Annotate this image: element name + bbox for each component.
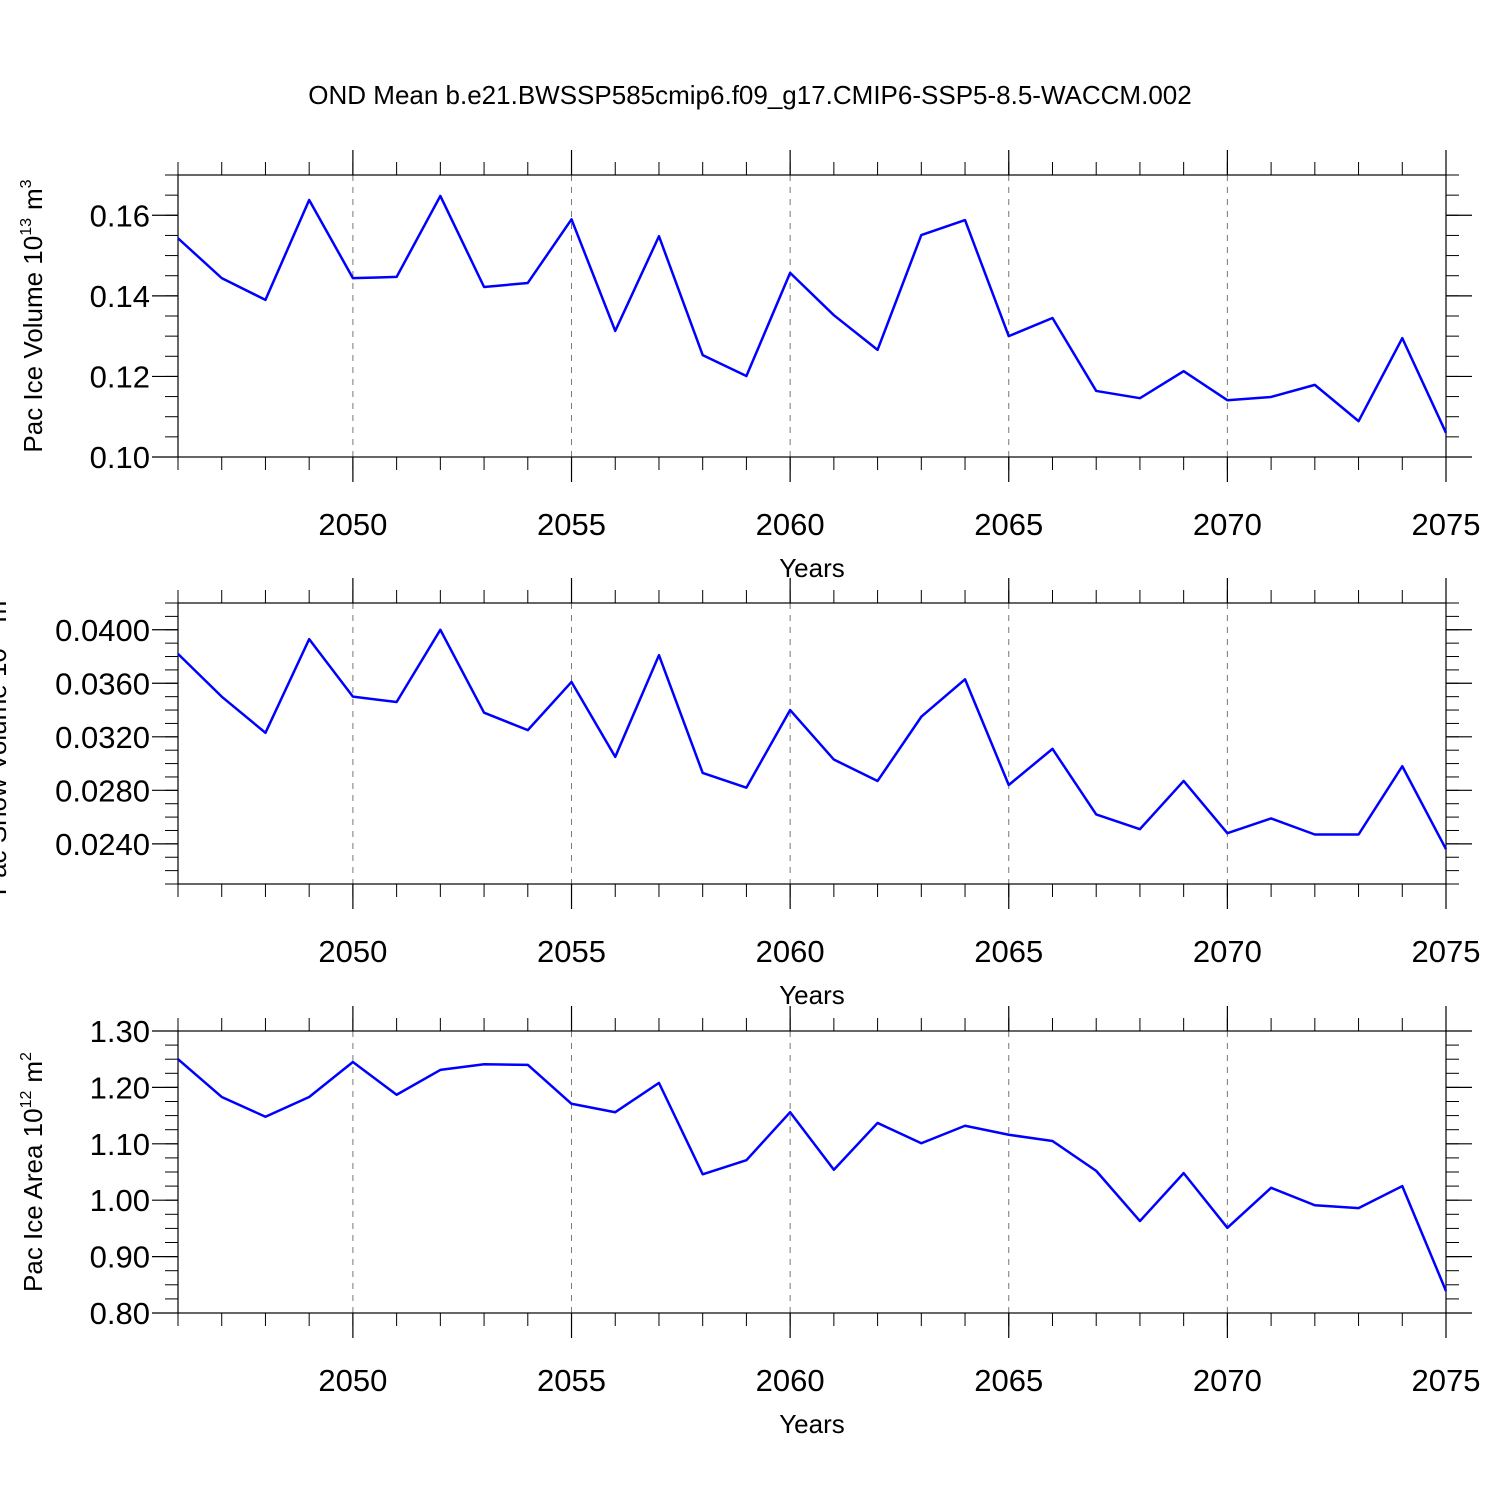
y-tick-label: 0.12 xyxy=(90,359,150,394)
y-tick-label: 1.10 xyxy=(90,1127,150,1162)
x-tick-label: 2060 xyxy=(756,1363,825,1398)
figure-title: OND Mean b.e21.BWSSP585cmip6.f09_g17.CMI… xyxy=(308,80,1191,110)
y-label-exponent: 12 xyxy=(18,1091,35,1109)
x-tick-label: 2070 xyxy=(1193,934,1262,969)
x-tick-label: 2075 xyxy=(1412,1363,1481,1398)
x-tick-label: 2075 xyxy=(1412,507,1481,542)
y-tick-label: 0.14 xyxy=(90,279,150,314)
data-line xyxy=(177,194,1448,434)
y-label-unit-exponent: 3 xyxy=(18,179,35,188)
y-axis-label: Pac Ice Volume 1013 m3 xyxy=(18,179,48,452)
y-tick-label: 1.20 xyxy=(90,1070,150,1105)
plot-frame xyxy=(177,602,1447,885)
y-label-unit-exponent: 2 xyxy=(18,1052,35,1061)
x-tick-label: 2050 xyxy=(318,507,387,542)
y-axis-label: Pac Ice Area 1012 m2 xyxy=(18,1052,48,1292)
x-tick-label: 2070 xyxy=(1193,507,1262,542)
y-label-exponent: 13 xyxy=(18,218,35,236)
x-tick-label: 2055 xyxy=(537,507,606,542)
y-tick-label: 0.80 xyxy=(90,1296,150,1331)
data-line xyxy=(177,628,1448,850)
y-label-text: Pac Snow Volume 10 xyxy=(0,648,12,895)
x-tick-label: 2070 xyxy=(1193,1363,1262,1398)
x-axis-label: Years xyxy=(779,1409,845,1439)
y-tick-label: 0.0400 xyxy=(55,613,150,648)
y-tick-label: 0.10 xyxy=(90,440,150,475)
y-axis-label: Pac Snow Volume 1013m3 xyxy=(0,592,12,896)
x-tick-label: 2065 xyxy=(974,1363,1043,1398)
x-axis-label: Years xyxy=(779,980,845,1010)
y-label-unit: m xyxy=(18,188,48,210)
x-tick-label: 2060 xyxy=(756,507,825,542)
y-tick-label: 1.00 xyxy=(90,1183,150,1218)
x-tick-label: 2075 xyxy=(1412,934,1481,969)
y-tick-label: 0.0360 xyxy=(55,666,150,701)
y-label-text: Pac Ice Area 10 xyxy=(18,1108,48,1292)
x-tick-label: 2065 xyxy=(974,507,1043,542)
y-tick-label: 0.16 xyxy=(90,198,150,233)
y-label-text: Pac Ice Volume 10 xyxy=(18,236,48,453)
plot-frame xyxy=(177,1030,1447,1314)
x-tick-label: 2055 xyxy=(537,1363,606,1398)
x-tick-label: 2050 xyxy=(318,1363,387,1398)
x-axis-label: Years xyxy=(779,553,845,583)
y-tick-label: 1.30 xyxy=(90,1014,150,1049)
y-tick-label: 0.0320 xyxy=(55,720,150,755)
data-line xyxy=(177,1058,1448,1292)
y-tick-label: 0.0280 xyxy=(55,773,150,808)
x-tick-label: 2060 xyxy=(756,934,825,969)
plot-frame xyxy=(177,174,1447,458)
x-tick-label: 2050 xyxy=(318,934,387,969)
y-label-unit: m xyxy=(0,601,12,623)
y-tick-label: 0.90 xyxy=(90,1240,150,1275)
y-tick-label: 0.0240 xyxy=(55,827,150,862)
x-tick-label: 2065 xyxy=(974,934,1043,969)
x-tick-label: 2055 xyxy=(537,934,606,969)
y-label-unit: m xyxy=(18,1061,48,1083)
